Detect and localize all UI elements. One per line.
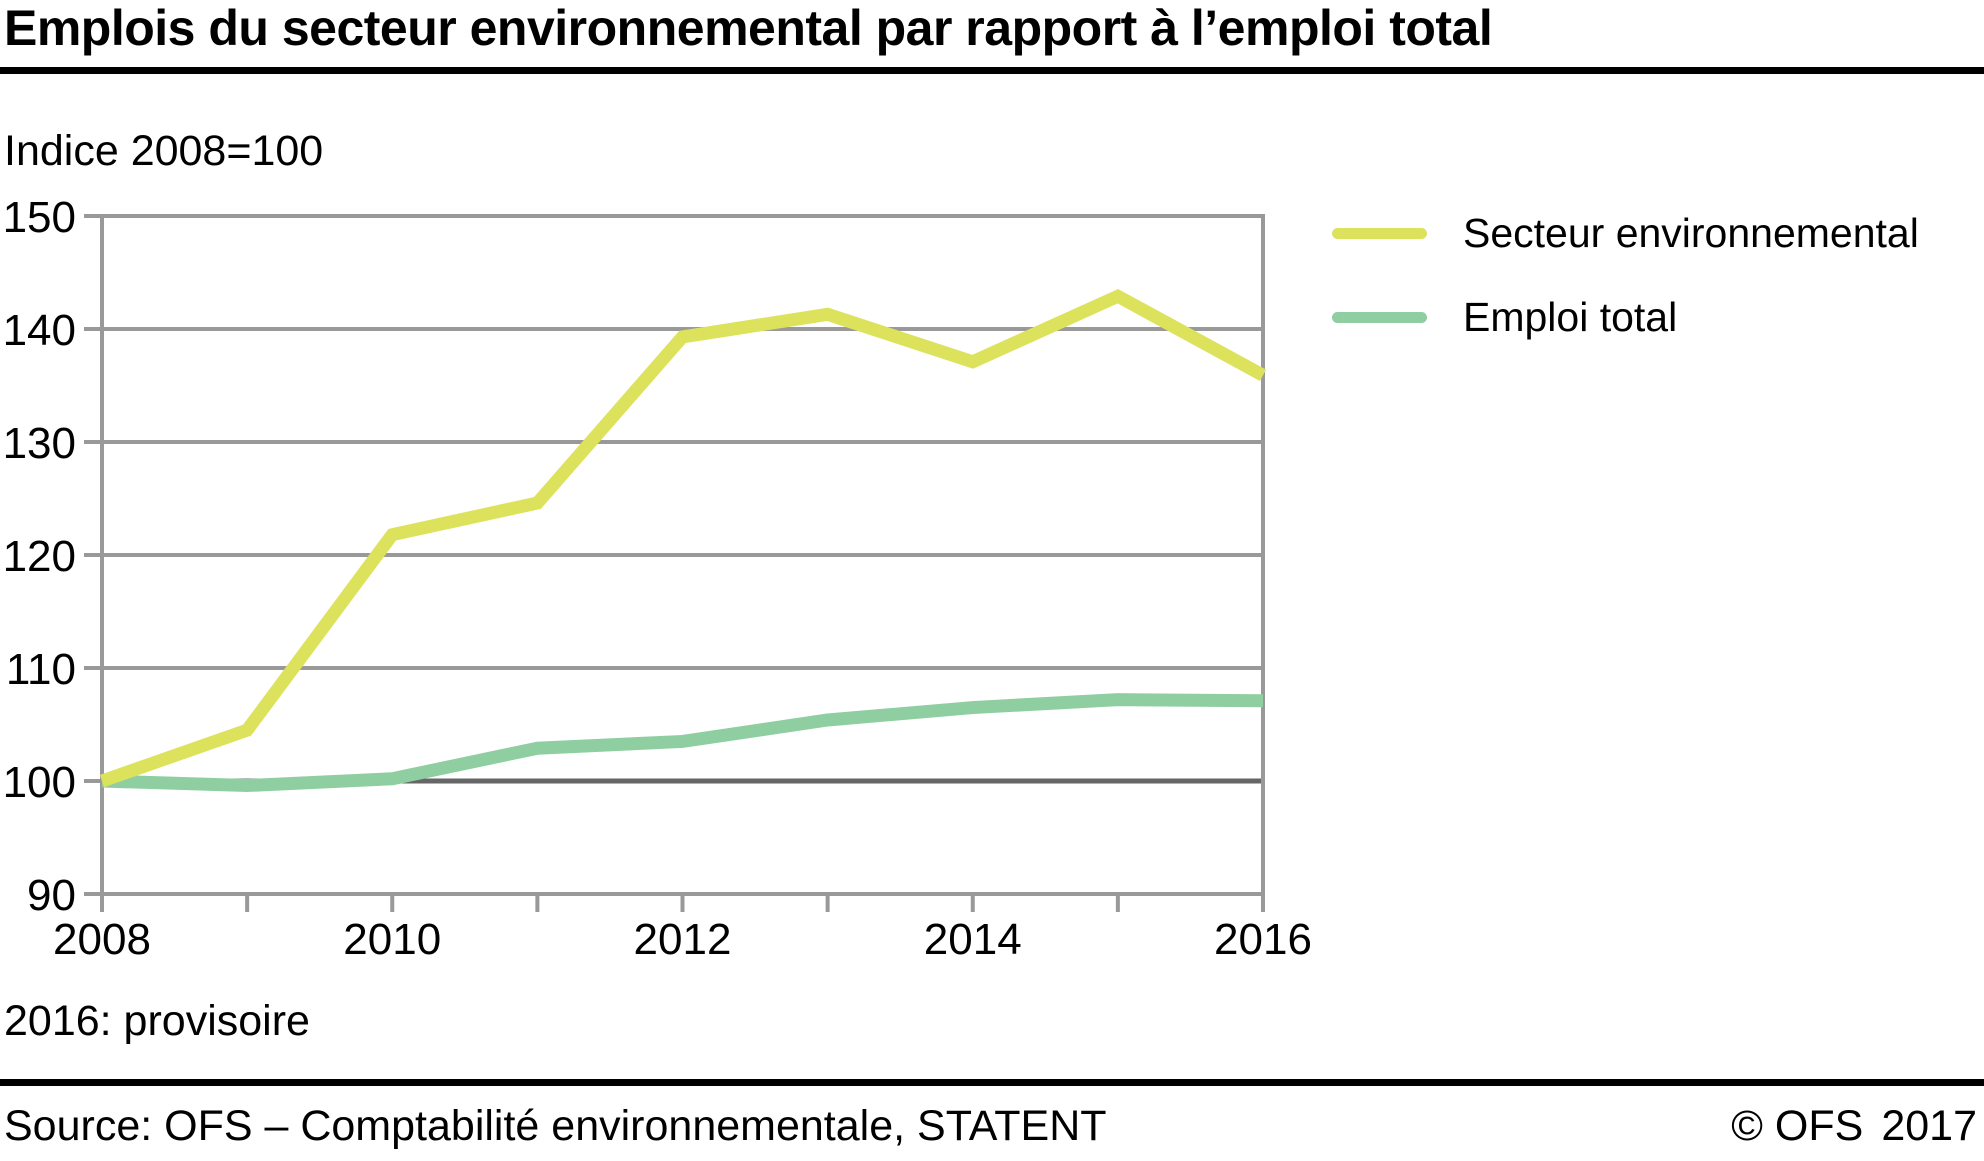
y-tick-label: 100	[3, 758, 76, 807]
bottom-rule	[0, 1079, 1984, 1086]
top-rule	[0, 67, 1984, 74]
y-tick-label: 140	[3, 306, 76, 355]
page-title: Emplois du secteur environnemental par r…	[4, 0, 1493, 56]
y-tick-label: 110	[6, 645, 76, 694]
footnote: 2016: provisoire	[4, 997, 310, 1045]
legend-swatch-emploi-total-icon	[1332, 311, 1427, 323]
legend-item-emploi-total: Emploi total	[1332, 293, 1677, 341]
legend-label: Emploi total	[1463, 293, 1678, 340]
legend-swatch-secteur-environnemental-icon	[1332, 227, 1427, 239]
x-tick-label: 2014	[924, 915, 1022, 964]
x-tick-label: 2016	[1214, 915, 1312, 964]
copyright-org: © OFS	[1731, 1102, 1864, 1150]
series-line-emploi-total	[101, 693, 1264, 793]
x-tick-label: 2010	[343, 915, 441, 964]
x-tick-label: 2012	[634, 915, 732, 964]
source-row: Source: OFS – Comptabilité environnement…	[4, 1105, 1977, 1148]
series-line-secteur-environnemental	[99, 288, 1267, 788]
axis-unit-label: Indice 2008=100	[4, 127, 324, 175]
y-tick-label: 150	[3, 193, 76, 242]
x-tick-label: 2008	[53, 915, 151, 964]
y-tick-label: 120	[3, 532, 76, 581]
legend-label: Secteur environnemental	[1463, 209, 1919, 256]
copyright-year: 2017	[1881, 1102, 1977, 1150]
y-tick-label: 90	[27, 871, 76, 920]
y-tick-label: 130	[3, 419, 76, 468]
source-text: Source: OFS – Comptabilité environnement…	[4, 1102, 1107, 1150]
copyright: © OFS 2017	[1731, 1105, 1977, 1148]
legend-item-secteur-environnemental: Secteur environnemental	[1332, 209, 1919, 257]
